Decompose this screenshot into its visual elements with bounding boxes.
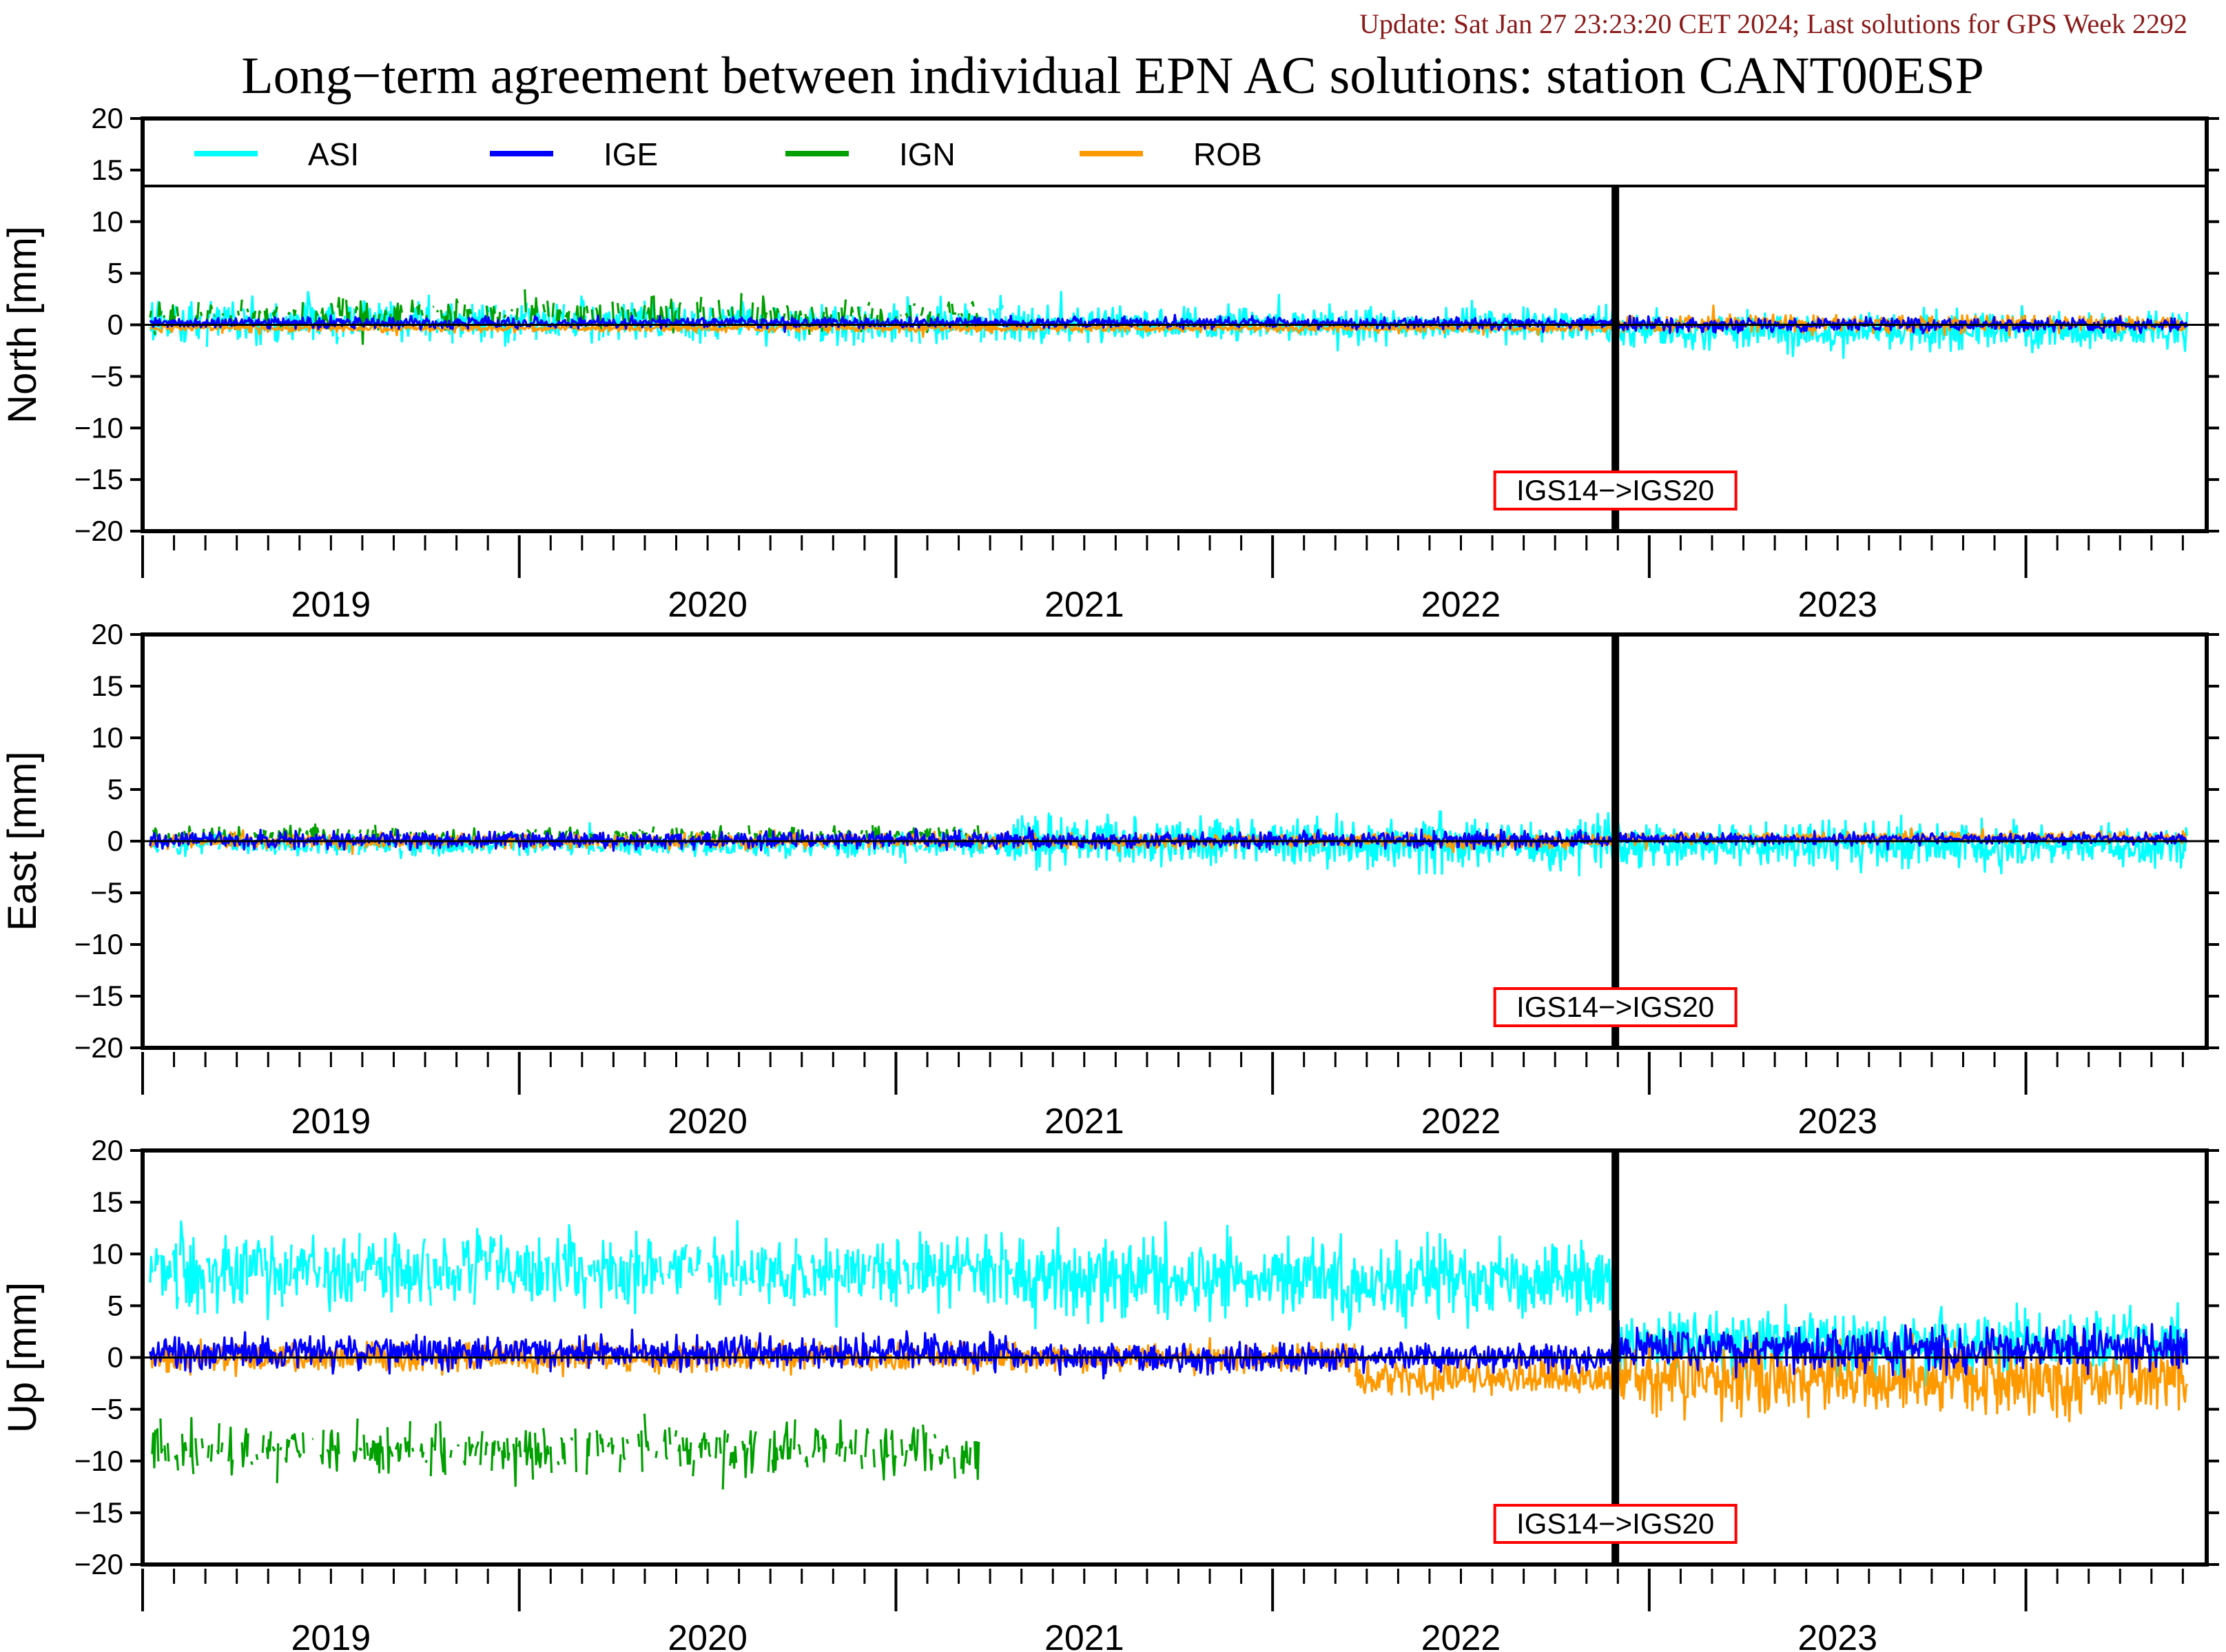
y-tick-label: 20: [91, 618, 123, 650]
plot-frame: [141, 116, 2209, 533]
y-tick-label: −15: [74, 1496, 123, 1529]
y-tick-label: 5: [107, 773, 123, 805]
x-tick-label: 2021: [1044, 585, 1124, 625]
plot-frame: [141, 632, 2209, 1050]
series-line-ign: [151, 1413, 980, 1490]
x-tick-label: 2022: [1421, 1618, 1501, 1652]
x-tick-label: 2020: [668, 1618, 748, 1652]
y-tick-label: −5: [90, 876, 123, 909]
legend-label-asi: ASI: [308, 136, 359, 172]
north-panel: 20 15 10 5 0 −5 −10 −15 −20 North [mm] 2019 2020 202…: [0, 102, 2219, 625]
frame-change-box: [1493, 987, 1738, 1027]
y-tick-label: 15: [91, 1186, 123, 1218]
east-panel: 20 15 10 5 0 −5 −10 −15 −20 East [mm] 2019 2020 2021…: [0, 618, 2219, 1142]
y-tick-label: 20: [91, 1134, 123, 1166]
y-tick-label: −20: [74, 515, 123, 547]
legend-label-ige: IGE: [604, 136, 658, 172]
chart-title: Long−term agreement between individual E…: [241, 47, 1984, 105]
plot-frame: [141, 1148, 2209, 1567]
y-tick-label: 15: [91, 670, 123, 702]
y-tick-label: 20: [91, 102, 123, 134]
legend-label-rob: ROB: [1193, 136, 1262, 172]
series-line-asi: [149, 1219, 2189, 1387]
y-tick-label: −5: [90, 1393, 123, 1425]
y-tick-label: −15: [74, 463, 123, 495]
y-tick-label: 0: [107, 309, 123, 341]
x-tick-label: 2019: [291, 1618, 371, 1652]
series-group: [149, 1219, 2189, 1490]
y-tick-label: 5: [107, 257, 123, 289]
y-axis-label: East [mm]: [0, 751, 45, 931]
legend-background: [143, 118, 2207, 186]
x-tick-label: 2020: [668, 585, 748, 625]
y-axis-label: North [mm]: [0, 226, 45, 424]
y-tick-label: −5: [90, 360, 123, 392]
x-tick-label: 2023: [1797, 585, 1877, 625]
series-group: [149, 289, 2189, 360]
y-tick-label: 10: [91, 1237, 123, 1270]
y-tick-label: 10: [91, 205, 123, 238]
y-tick-label: 5: [107, 1289, 123, 1321]
x-tick-label: 2020: [668, 1102, 748, 1142]
y-tick-label: 0: [107, 1341, 123, 1374]
x-tick-label: 2021: [1044, 1618, 1124, 1652]
y-tick-label: −20: [74, 1548, 123, 1580]
series-group: [149, 810, 2189, 877]
series-line-ige: [149, 1319, 2189, 1380]
y-tick-label: −10: [74, 411, 123, 444]
frame-change-label: IGS14−>IGS20: [1516, 1507, 1714, 1540]
frame-change-label: IGS14−>IGS20: [1516, 474, 1714, 506]
up-panel: 20 15 10 5 0 −5 −10 −15 −20 Up [mm] 2019 2020 2021 20…: [0, 1134, 2219, 1652]
x-tick-label: 2019: [291, 1102, 371, 1142]
frame-change-box: [1493, 471, 1738, 510]
x-tick-label: 2019: [291, 585, 371, 625]
frame-change-box: [1493, 1504, 1738, 1544]
y-tick-label: −20: [74, 1031, 123, 1064]
frame-change-label: IGS14−>IGS20: [1516, 991, 1714, 1023]
y-tick-label: −10: [74, 1445, 123, 1477]
x-tick-label: 2023: [1797, 1102, 1877, 1142]
y-axis-label: Up [mm]: [0, 1282, 45, 1433]
x-tick-label: 2022: [1421, 585, 1501, 625]
legend-label-ign: IGN: [899, 136, 956, 172]
y-tick-label: −10: [74, 928, 123, 960]
update-text: Update: Sat Jan 27 23:23:20 CET 2024; La…: [1359, 8, 2187, 39]
y-tick-label: 15: [91, 154, 123, 186]
x-tick-label: 2023: [1797, 1618, 1877, 1652]
x-tick-label: 2021: [1044, 1102, 1124, 1142]
y-tick-label: 10: [91, 721, 123, 754]
y-tick-label: −15: [74, 980, 123, 1012]
x-tick-label: 2022: [1421, 1102, 1501, 1142]
y-tick-label: 0: [107, 825, 123, 857]
